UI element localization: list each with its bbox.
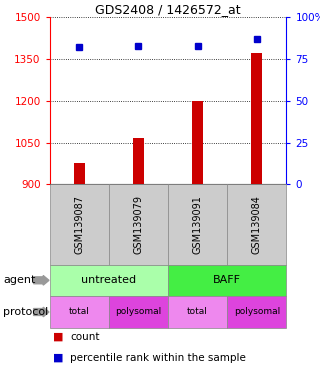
Text: GSM139084: GSM139084 bbox=[252, 195, 262, 254]
Text: BAFF: BAFF bbox=[213, 275, 241, 285]
Text: polysomal: polysomal bbox=[115, 308, 162, 316]
Text: protocol: protocol bbox=[3, 307, 48, 317]
Text: GSM139091: GSM139091 bbox=[193, 195, 203, 254]
Text: total: total bbox=[69, 308, 90, 316]
Bar bbox=[252, 53, 262, 184]
Text: untreated: untreated bbox=[81, 275, 136, 285]
Text: agent: agent bbox=[3, 275, 36, 285]
Bar bbox=[192, 101, 203, 184]
Text: ■: ■ bbox=[53, 353, 63, 363]
Text: polysomal: polysomal bbox=[234, 308, 280, 316]
Bar bbox=[74, 164, 84, 184]
Text: percentile rank within the sample: percentile rank within the sample bbox=[70, 353, 246, 363]
Text: count: count bbox=[70, 332, 100, 342]
Title: GDS2408 / 1426572_at: GDS2408 / 1426572_at bbox=[95, 3, 241, 16]
Bar bbox=[133, 138, 144, 184]
Text: ■: ■ bbox=[53, 332, 63, 342]
Text: GSM139079: GSM139079 bbox=[133, 195, 143, 254]
Text: total: total bbox=[187, 308, 208, 316]
Text: GSM139087: GSM139087 bbox=[74, 195, 84, 254]
